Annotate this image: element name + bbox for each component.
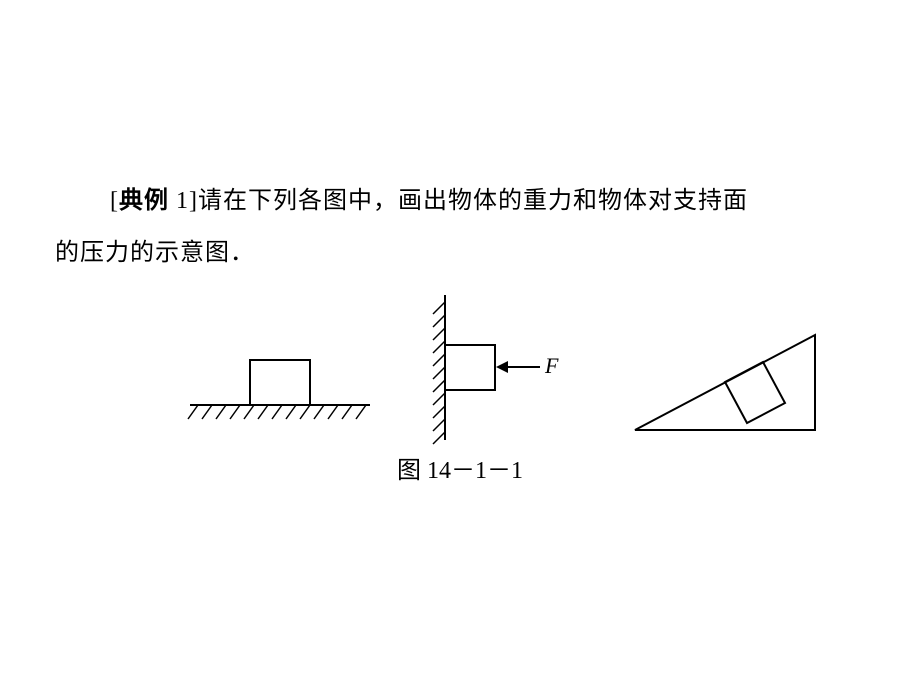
force-label: F	[544, 353, 559, 378]
block	[445, 345, 495, 390]
page: [典例 1]请在下列各图中，画出物体的重力和物体对支持面 的压力的示意图．	[0, 0, 920, 700]
force-arrow-head	[496, 361, 508, 373]
problem-text-line2: 的压力的示意图．	[55, 227, 255, 280]
figure-1	[180, 320, 380, 440]
wall-hatch	[433, 302, 445, 444]
line1-rest: 1]请在下列各图中，画出物体的重力和物体对支持面	[169, 188, 748, 214]
figure-3-wrap	[620, 300, 830, 440]
figure-caption: 图 14－1－1	[0, 450, 920, 485]
figure-2: F	[400, 290, 580, 445]
example-label: 典例	[119, 187, 169, 214]
block	[725, 362, 785, 423]
ground-hatch	[188, 405, 366, 419]
block	[250, 360, 310, 405]
bracket-open: [	[110, 188, 119, 214]
problem-text-line1: [典例 1]请在下列各图中，画出物体的重力和物体对支持面	[110, 175, 748, 228]
figure-3	[620, 300, 830, 440]
figure-1-wrap	[180, 320, 380, 440]
figure-2-wrap: F	[400, 290, 580, 445]
